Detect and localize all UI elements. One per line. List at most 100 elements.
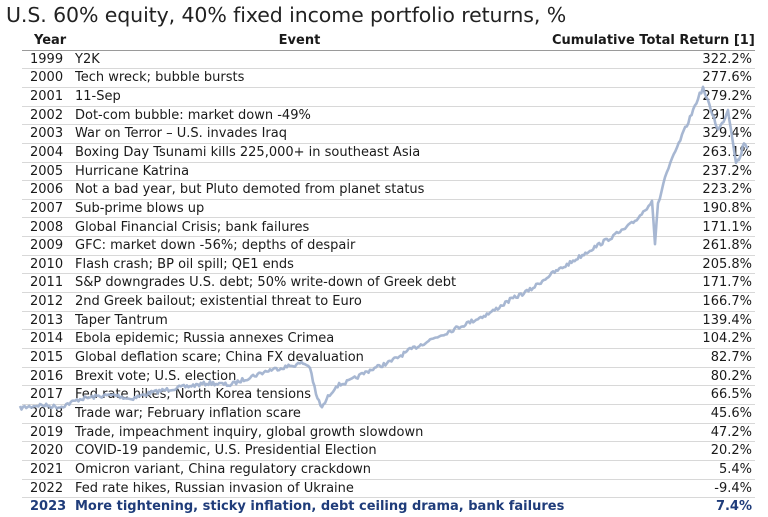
row-return: 261.8%	[702, 238, 752, 254]
row-event: 2nd Greek bailout; existential threat to…	[75, 294, 362, 310]
table-row: 2011 S&P downgrades U.S. debt; 50% write-…	[22, 274, 755, 294]
row-return: 47.2%	[710, 424, 752, 440]
row-event: Hurricane Katrina	[75, 163, 190, 179]
table-row: 2017 Fed rate hikes; North Korea tensions…	[22, 386, 755, 405]
row-year: 2017	[30, 387, 64, 403]
row-event: GFC: market down -56%; depths of despair	[75, 238, 356, 254]
table-row: 2014 Ebola epidemic; Russia annexes Crime…	[22, 330, 755, 350]
row-return: 104.2%	[702, 331, 752, 347]
row-event: Brexit vote; U.S. election	[75, 368, 237, 384]
row-year: 2014	[30, 331, 64, 347]
row-return: 190.8%	[702, 200, 752, 216]
table-row: 2005 Hurricane Katrina 237.2%	[22, 163, 755, 182]
row-event: Fed rate hikes; North Korea tensions	[75, 387, 312, 403]
table-row: 2018 Trade war; February inflation scare 4…	[22, 405, 755, 424]
table-row: 2006 Not a bad year, but Pluto demoted fr…	[22, 181, 755, 200]
table-header: Year Event Cumulative Total Return [1]	[22, 32, 755, 51]
table-row: 2007 Sub-prime blows up 190.8%	[22, 200, 755, 219]
row-return: 20.2%	[710, 443, 752, 459]
row-year: 2009	[30, 238, 64, 254]
row-event: Global Financial Crisis; bank failures	[75, 219, 310, 235]
row-event: Taper Tantrum	[75, 312, 168, 328]
row-year: 2020	[30, 443, 64, 459]
header-year: Year	[34, 33, 67, 48]
row-event: Trade, impeachment inquiry, global growt…	[75, 424, 424, 440]
row-return: 171.7%	[702, 275, 752, 291]
row-year: 2000	[30, 70, 64, 86]
row-return: 171.1%	[702, 219, 752, 235]
row-event: Global deflation scare; China FX devalua…	[75, 350, 364, 366]
row-year: 2013	[30, 312, 64, 328]
table-row: 2023 More tightening, sticky inflation, d…	[22, 498, 755, 517]
row-year: 2022	[30, 480, 64, 496]
row-year: 2023	[30, 499, 67, 515]
row-return: 263.1%	[702, 144, 752, 160]
row-year: 2016	[30, 368, 64, 384]
table-row: 2004 Boxing Day Tsunami kills 225,000+ in…	[22, 144, 755, 163]
row-return: -9.4%	[714, 480, 752, 496]
row-year: 2003	[30, 126, 64, 142]
row-year: 2010	[30, 256, 64, 272]
row-return: 66.5%	[710, 387, 752, 403]
row-year: 2011	[30, 275, 64, 291]
row-event: Omicron variant, China regulatory crackd…	[75, 461, 372, 477]
row-return: 279.2%	[702, 88, 752, 104]
table-row: 2020 COVID-19 pandemic, U.S. Presidential…	[22, 442, 755, 461]
row-return: 277.6%	[702, 70, 752, 86]
row-event: COVID-19 pandemic, U.S. Presidential Ele…	[75, 443, 377, 459]
table-row: 2022 Fed rate hikes, Russian invasion of …	[22, 480, 755, 499]
row-event: 11-Sep	[75, 88, 121, 104]
row-return: 291.2%	[702, 107, 752, 123]
header-event: Event	[278, 33, 321, 48]
row-event: Sub-prime blows up	[75, 200, 205, 216]
row-event: Tech wreck; bubble bursts	[75, 70, 245, 86]
row-year: 2019	[30, 424, 64, 440]
table-row: 2010 Flash crash; BP oil spill; QE1 ends 2…	[22, 256, 755, 275]
row-year: 2001	[30, 88, 64, 104]
row-event: Not a bad year, but Pluto demoted from p…	[75, 182, 425, 198]
row-return: 223.2%	[702, 182, 752, 198]
chart-title: U.S. 60% equity, 40% fixed income portfo…	[6, 3, 567, 27]
row-event: S&P downgrades U.S. debt; 50% write-down…	[75, 275, 457, 291]
table-row: 2008 Global Financial Crisis; bank failur…	[22, 219, 755, 238]
table-row: 2015 Global deflation scare; China FX dev…	[22, 349, 755, 368]
row-event: Ebola epidemic; Russia annexes Crimea	[75, 331, 335, 347]
row-return: 329.4%	[702, 126, 752, 142]
row-return: 205.8%	[702, 256, 752, 272]
row-year: 1999	[30, 51, 64, 67]
row-event: Boxing Day Tsunami kills 225,000+ in sou…	[75, 144, 421, 160]
table-row: 2019 Trade, impeachment inquiry, global g…	[22, 424, 755, 443]
table-row: 1999 Y2K 322.2%	[22, 51, 755, 70]
row-event: Trade war; February inflation scare	[75, 406, 301, 421]
row-return: 80.2%	[710, 368, 752, 384]
row-return: 7.4%	[715, 499, 752, 515]
table-row: 2013 Taper Tantrum 139.4%	[22, 312, 755, 331]
table-row: 2002 Dot-com bubble: market down -49% 291.…	[22, 107, 755, 126]
table-row: 2012 2nd Greek bailout; existential threa…	[22, 293, 755, 312]
header-cumulative-return: Cumulative Total Return [1]	[552, 33, 755, 48]
row-event: War on Terror – U.S. invades Iraq	[75, 126, 287, 142]
row-event: Flash crash; BP oil spill; QE1 ends	[75, 256, 294, 272]
table-row: 2009 GFC: market down -56%; depths of des…	[22, 237, 755, 256]
row-event: More tightening, sticky inflation, debt …	[75, 499, 565, 515]
row-year: 2015	[30, 350, 64, 366]
returns-table: Year Event Cumulative Total Return [1] 1…	[22, 32, 755, 514]
table-row: 2001 11-Sep 279.2%	[22, 88, 755, 107]
row-return: 82.7%	[710, 350, 752, 366]
row-year: 2012	[30, 294, 64, 310]
row-year: 2007	[30, 200, 64, 216]
table-row: 2003 War on Terror – U.S. invades Iraq 329…	[22, 125, 755, 144]
row-return: 45.6%	[710, 406, 752, 421]
row-event: Dot-com bubble: market down -49%	[75, 107, 311, 123]
row-year: 2021	[30, 461, 64, 477]
row-year: 2018	[30, 406, 64, 421]
table-row: 2021 Omicron variant, China regulatory cr…	[22, 461, 755, 480]
row-year: 2004	[30, 144, 64, 160]
row-return: 5.4%	[718, 461, 752, 477]
row-year: 2008	[30, 219, 64, 235]
row-return: 139.4%	[702, 312, 752, 328]
row-event: Fed rate hikes, Russian invasion of Ukra…	[75, 480, 354, 496]
table-row: 2016 Brexit vote; U.S. election 80.2%	[22, 368, 755, 387]
row-year: 2002	[30, 107, 64, 123]
row-return: 166.7%	[702, 294, 752, 310]
